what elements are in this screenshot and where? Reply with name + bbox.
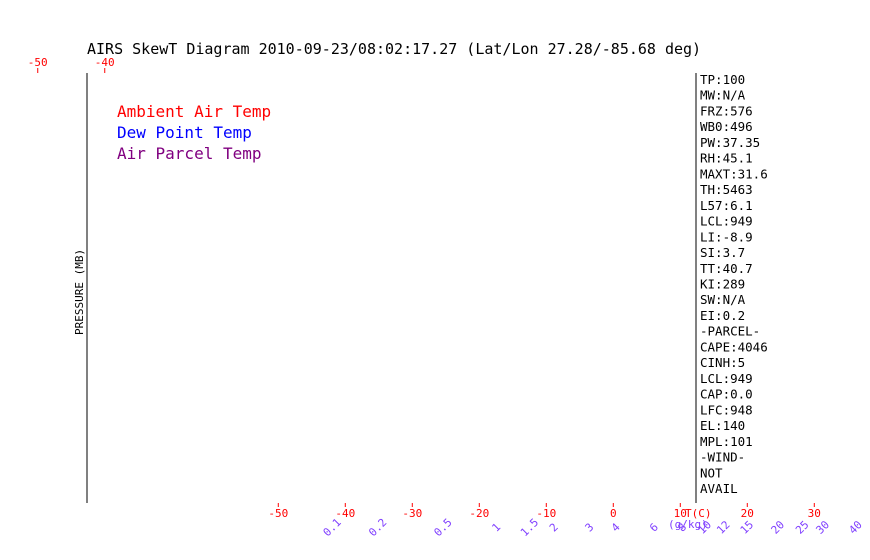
top-tick-label: -50 — [28, 56, 48, 69]
index-item: LFC:948 — [700, 402, 753, 417]
index-item: -WIND- — [700, 450, 745, 465]
index-item: CAPE:4046 — [700, 339, 768, 354]
index-item: L57:6.1 — [700, 198, 753, 213]
top-tick-label: -40 — [95, 56, 115, 69]
legend-parcel: Air Parcel Temp — [117, 144, 262, 163]
bottom-tick-label: -40 — [335, 507, 355, 520]
pressure-lines — [86, 73, 697, 503]
index-item: CINH:5 — [700, 355, 745, 370]
bottom-tick-label: 0 — [610, 507, 617, 520]
index-item: LCL:949 — [700, 214, 753, 229]
index-item: KI:289 — [700, 276, 745, 291]
bottom-tick-label: -50 — [268, 507, 288, 520]
index-item: -PARCEL- — [700, 324, 760, 339]
stability-indices-panel: TP:100MW:N/AFRZ:576WB0:496PW:37.35RH:45.… — [700, 72, 768, 496]
index-item: CAP:0.0 — [700, 387, 753, 402]
y-axis-label: PRESSURE (MB) — [73, 249, 86, 335]
index-item: TT:40.7 — [700, 261, 753, 276]
index-item: EL:140 — [700, 418, 745, 433]
bottom-tick-label: -30 — [402, 507, 422, 520]
bottom-tick-label: -20 — [469, 507, 489, 520]
index-item: SW:N/A — [700, 292, 746, 307]
legend-ambient: Ambient Air Temp — [117, 102, 271, 121]
index-item: LI:-8.9 — [700, 229, 753, 244]
mixing-ratio-unit-label: (g/kg) — [668, 518, 708, 531]
bottom-unit-label: T(C) — [685, 507, 712, 520]
index-item: PW:37.35 — [700, 135, 760, 150]
chart-title: AIRS SkewT Diagram 2010-09-23/08:02:17.2… — [87, 40, 701, 58]
bottom-tick-label: 30 — [808, 507, 821, 520]
index-item: RH:45.1 — [700, 151, 753, 166]
index-item: MW:N/A — [700, 88, 746, 103]
index-item: NOT — [700, 465, 723, 480]
index-item: FRZ:576 — [700, 103, 753, 118]
legend: Ambient Air Temp Dew Point Temp Air Parc… — [117, 102, 271, 163]
bottom-tick-label: 10 — [674, 507, 687, 520]
index-item: AVAIL — [700, 481, 738, 496]
index-item: WB0:496 — [700, 119, 753, 134]
bottom-tick-label: 20 — [741, 507, 754, 520]
index-item: TP:100 — [700, 72, 745, 87]
legend-dewpoint: Dew Point Temp — [117, 123, 252, 142]
index-item: SI:3.7 — [700, 245, 745, 260]
index-item: TH:5463 — [700, 182, 753, 197]
bottom-tick-label: -10 — [536, 507, 556, 520]
index-item: EI:0.2 — [700, 308, 745, 323]
index-item: LCL:949 — [700, 371, 753, 386]
index-item: MPL:101 — [700, 434, 753, 449]
index-item: MAXT:31.6 — [700, 166, 768, 181]
